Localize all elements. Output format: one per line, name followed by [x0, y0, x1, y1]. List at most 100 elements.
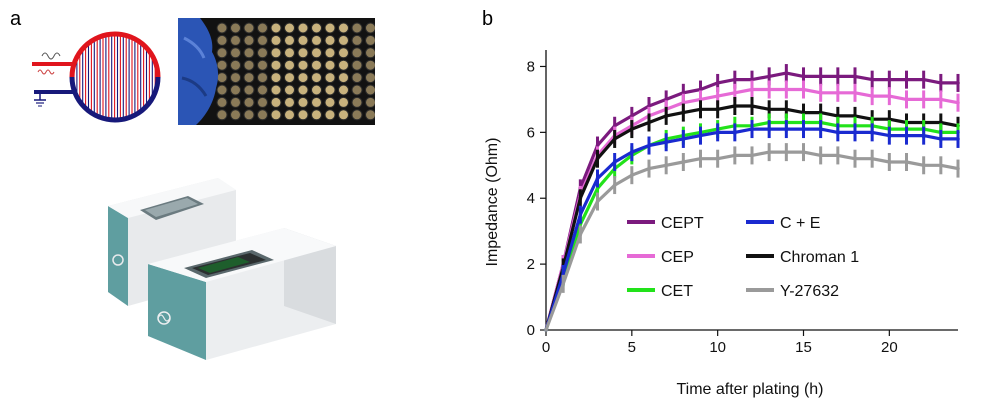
data-point: [767, 107, 771, 112]
data-point: [818, 91, 823, 95]
data-point: [853, 74, 857, 79]
legend-label: C + E: [780, 215, 820, 232]
data-point: [836, 74, 840, 79]
data-point: [595, 156, 600, 161]
data-point: [921, 163, 926, 168]
data-point: [698, 133, 703, 138]
data-point: [750, 153, 754, 158]
series-c-e: [544, 120, 960, 332]
data-point: [630, 173, 634, 177]
data-point: [801, 74, 806, 79]
data-point: [630, 150, 634, 154]
data-point: [681, 137, 686, 141]
data-point: [939, 81, 943, 85]
data-point: [818, 153, 823, 158]
legend-item: CET: [627, 283, 693, 300]
data-point: [647, 166, 651, 171]
legend-label: Y-27632: [780, 283, 839, 300]
data-point: [818, 74, 823, 79]
data-point: [612, 137, 617, 141]
y-tick-label: 0: [527, 322, 535, 339]
data-point: [836, 91, 840, 95]
data-point: [870, 94, 874, 98]
data-point: [647, 143, 651, 148]
data-point: [784, 107, 789, 112]
data-point: [630, 127, 634, 131]
data-point: [578, 212, 583, 217]
data-point: [887, 133, 892, 138]
x-tick-label: 10: [709, 339, 726, 356]
data-point: [715, 130, 720, 135]
x-tick-label: 5: [628, 339, 636, 356]
y-tick-label: 8: [527, 58, 535, 75]
data-point: [836, 153, 840, 158]
x-tick-label: 0: [542, 339, 550, 356]
legend-item: CEPT: [627, 215, 704, 232]
data-point: [887, 77, 892, 82]
data-point: [853, 156, 857, 161]
data-point: [784, 127, 789, 131]
data-point: [647, 120, 651, 125]
data-point: [715, 107, 720, 112]
data-point: [715, 94, 720, 98]
data-point: [595, 176, 600, 181]
data-point: [733, 130, 737, 135]
data-point: [887, 94, 892, 98]
data-point: [956, 166, 960, 171]
data-point: [870, 156, 874, 161]
data-point: [921, 133, 926, 138]
data-point: [870, 130, 874, 135]
y-axis-label: Impedance (Ohm): [484, 138, 501, 267]
data-point: [767, 87, 771, 92]
data-point: [733, 91, 737, 95]
data-point: [836, 130, 840, 135]
data-point: [870, 77, 874, 82]
data-point: [578, 232, 583, 237]
data-point: [612, 160, 617, 164]
legend-label: Chroman 1: [780, 249, 859, 266]
data-point: [801, 87, 806, 92]
data-point: [956, 137, 960, 141]
data-point: [939, 97, 943, 102]
panel-label-b: b: [482, 8, 494, 30]
data-point: [767, 74, 771, 79]
data-point: [767, 150, 771, 154]
series-y-27632: [544, 143, 960, 332]
data-point: [664, 163, 668, 168]
legend-label: CEPT: [661, 215, 704, 232]
data-point: [664, 114, 668, 118]
impedance-chart: 0 5 10 15 20 0 2 4 6 8 CEPT C + E CEP Chroman 1 CET Y-…: [480, 40, 980, 410]
electrode-diagram-icon: [32, 31, 161, 123]
data-point: [561, 282, 565, 286]
data-point: [921, 97, 926, 102]
data-point: [853, 130, 857, 135]
data-point: [956, 81, 960, 85]
data-point: [681, 110, 686, 115]
data-point: [578, 196, 583, 201]
data-point: [664, 140, 668, 145]
chart-svg: 0 5 10 15 20 0 2 4 6 8 CEPT C + E CEP Chroman 1 CET Y-…: [484, 50, 960, 398]
data-point: [939, 163, 943, 168]
data-point: [750, 87, 754, 92]
x-axis-label: Time after plating (h): [676, 381, 823, 398]
data-point: [904, 97, 909, 102]
panel-label-a: a: [10, 8, 22, 30]
data-point: [887, 160, 892, 164]
data-point: [818, 127, 823, 131]
data-point: [939, 137, 943, 141]
data-point: [698, 156, 703, 161]
x-tick-label: 20: [881, 339, 898, 356]
y-tick-label: 6: [527, 124, 535, 141]
data-point: [801, 150, 806, 154]
data-point: [595, 199, 600, 204]
data-point: [956, 100, 960, 105]
data-point: [733, 153, 737, 158]
data-point: [750, 127, 754, 131]
data-point: [715, 156, 720, 161]
data-point: [544, 328, 548, 332]
data-point: [750, 104, 754, 108]
data-point: [715, 81, 720, 85]
data-point: [784, 150, 789, 154]
data-point: [853, 91, 857, 95]
series-line: [544, 104, 959, 331]
